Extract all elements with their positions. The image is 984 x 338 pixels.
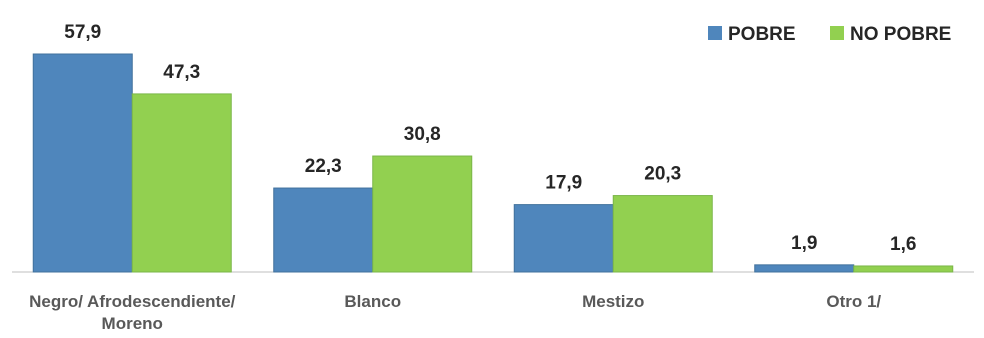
- category-label-0: Negro/ Afrodescendiente/: [29, 292, 236, 311]
- legend-label-pobre: POBRE: [728, 24, 796, 45]
- value-label-no-pobre-1: 30,8: [404, 124, 441, 145]
- value-label-pobre-2: 17,9: [545, 173, 582, 194]
- bar-no-pobre-2: [612, 195, 713, 273]
- value-label-pobre-3: 1,9: [791, 233, 817, 254]
- category-label-0-line2: Moreno: [102, 314, 163, 333]
- legend-swatch-no-pobre: [830, 26, 844, 40]
- legend-swatch-pobre: [708, 26, 722, 40]
- category-label-1: Blanco: [344, 292, 401, 311]
- legend: POBRE NO POBRE: [708, 24, 951, 45]
- category-label-3: Otro 1/: [826, 292, 881, 311]
- value-label-pobre-1: 22,3: [305, 156, 342, 177]
- bar-pobre-2: [513, 204, 614, 273]
- value-label-no-pobre-2: 20,3: [644, 164, 681, 185]
- value-label-no-pobre-0: 47,3: [163, 62, 200, 83]
- value-label-pobre-0: 57,9: [64, 22, 101, 43]
- bar-pobre-0: [32, 53, 133, 273]
- bar-no-pobre-3: [853, 265, 954, 273]
- bar-no-pobre-1: [372, 155, 473, 273]
- category-labels-group: Negro/ Afrodescendiente/Moreno Blanco Mest…: [29, 292, 881, 333]
- bar-pobre-1: [273, 187, 374, 273]
- bar-pobre-3: [754, 264, 855, 273]
- legend-label-no-pobre: NO POBRE: [850, 24, 951, 45]
- value-label-no-pobre-3: 1,6: [890, 234, 916, 255]
- value-labels-group: 57,9 47,3 22,3 30,8 17,9 20,3 1,9 1,6: [64, 22, 916, 255]
- bars-group: [32, 53, 954, 273]
- category-label-2: Mestizo: [582, 292, 644, 311]
- bar-no-pobre-0: [131, 93, 232, 273]
